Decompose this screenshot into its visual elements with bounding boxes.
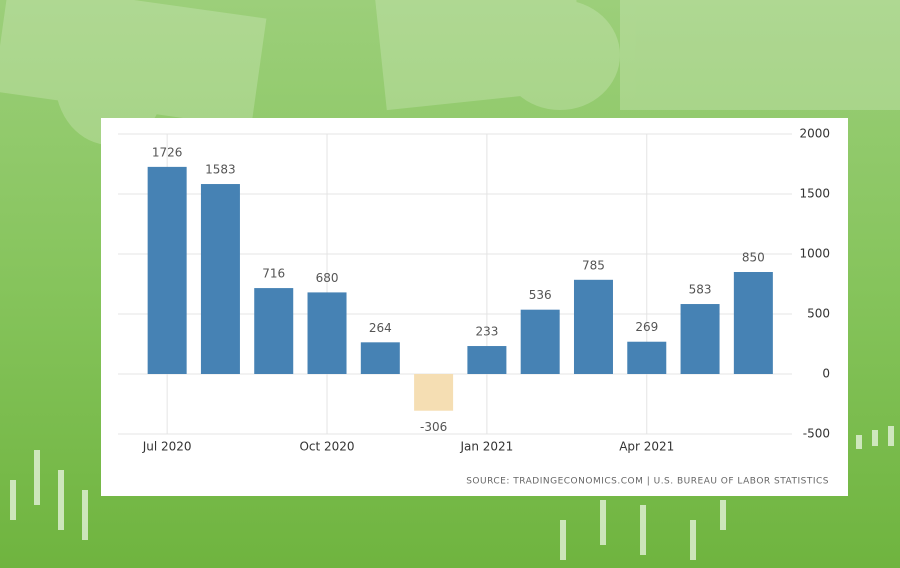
- data-label: 785: [582, 258, 605, 272]
- bar: [414, 374, 454, 411]
- x-tick-label: Jan 2021: [459, 440, 513, 454]
- x-tick-label: Apr 2021: [619, 440, 674, 454]
- data-label: 850: [742, 251, 765, 265]
- data-label: 680: [316, 271, 339, 285]
- bar: [733, 272, 773, 374]
- bar: [680, 304, 720, 374]
- bar: [147, 166, 187, 374]
- bar: [627, 341, 667, 374]
- y-tick-label: 2000: [799, 127, 830, 141]
- data-label: -306: [420, 420, 447, 434]
- x-tick-label: Jul 2020: [142, 440, 192, 454]
- chart: -500 0 500 1000 1500 2000 Jul 2020 Oct 2020 Jan …: [118, 127, 830, 454]
- bar: [254, 288, 294, 374]
- y-tick-label: -500: [803, 427, 830, 441]
- data-label: 583: [689, 283, 712, 297]
- decor: [0, 0, 900, 145]
- x-tick-label: Oct 2020: [299, 440, 354, 454]
- bar: [360, 342, 400, 374]
- data-label: 264: [369, 321, 392, 335]
- data-label: 536: [529, 288, 552, 302]
- y-tick-label: 500: [807, 307, 830, 321]
- data-label: 233: [475, 325, 498, 339]
- bar: [467, 346, 507, 374]
- bar: [573, 279, 613, 374]
- data-label: 1583: [205, 163, 236, 177]
- bar: [520, 309, 560, 374]
- data-label: 1726: [152, 145, 183, 159]
- data-label: 716: [262, 267, 285, 281]
- bar: [307, 292, 347, 374]
- y-tick-label: 0: [822, 367, 830, 381]
- y-tick-label: 1000: [799, 247, 830, 261]
- source: SOURCE: TRADINGECONOMICS.COM | U.S. BURE…: [466, 477, 829, 487]
- decor-candles: [10, 426, 894, 560]
- data-label: 269: [635, 320, 658, 334]
- y-tick-label: 1500: [799, 187, 830, 201]
- bar: [200, 184, 240, 374]
